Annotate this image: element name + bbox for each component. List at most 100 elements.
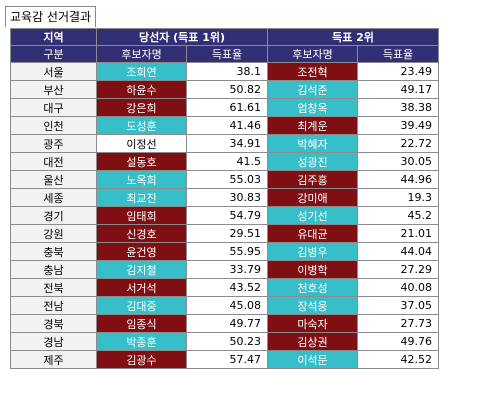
runnerup-name-cell[interactable]: 박혜자 bbox=[267, 134, 358, 153]
runnerup-name-cell[interactable]: 이병학 bbox=[267, 260, 358, 279]
runnerup-name-cell[interactable]: 성광진 bbox=[267, 152, 358, 171]
runnerup-name-cell[interactable]: 최계운 bbox=[267, 116, 358, 135]
region-cell[interactable]: 서울 bbox=[10, 62, 97, 81]
runnerup-name-cell[interactable]: 유대균 bbox=[267, 224, 358, 243]
runnerup-rate-cell[interactable]: 19.3 bbox=[357, 188, 439, 207]
table-row[interactable]: 강원 신경호 29.51 유대균 21.01 bbox=[10, 224, 439, 243]
runnerup-rate-cell[interactable]: 38.38 bbox=[357, 98, 439, 117]
runnerup-rate-cell[interactable]: 49.76 bbox=[357, 332, 439, 351]
runnerup-name-cell[interactable]: 강미애 bbox=[267, 188, 358, 207]
winner-name-cell[interactable]: 김광수 bbox=[96, 350, 187, 369]
winner-name-cell[interactable]: 임종식 bbox=[96, 314, 187, 333]
runnerup-name-cell[interactable]: 김상권 bbox=[267, 332, 358, 351]
runnerup-rate-cell[interactable]: 23.49 bbox=[357, 62, 439, 81]
region-cell[interactable]: 경남 bbox=[10, 332, 97, 351]
runnerup-rate-cell[interactable]: 40.08 bbox=[357, 278, 439, 297]
runnerup-name-cell[interactable]: 장석웅 bbox=[267, 296, 358, 315]
runnerup-name-cell[interactable]: 천호성 bbox=[267, 278, 358, 297]
winner-rate-cell[interactable]: 55.03 bbox=[186, 170, 268, 189]
table-row[interactable]: 경북 임종식 49.77 마숙자 27.73 bbox=[10, 314, 439, 333]
winner-name-cell[interactable]: 강은희 bbox=[96, 98, 187, 117]
region-cell[interactable]: 제주 bbox=[10, 350, 97, 369]
region-cell[interactable]: 대전 bbox=[10, 152, 97, 171]
winner-name-cell[interactable]: 박종훈 bbox=[96, 332, 187, 351]
region-cell[interactable]: 충북 bbox=[10, 242, 97, 261]
runnerup-rate-cell[interactable]: 45.2 bbox=[357, 206, 439, 225]
runnerup-rate-cell[interactable]: 44.04 bbox=[357, 242, 439, 261]
runnerup-rate-cell[interactable]: 39.49 bbox=[357, 116, 439, 135]
winner-rate-cell[interactable]: 29.51 bbox=[186, 224, 268, 243]
runnerup-name-cell[interactable]: 김병우 bbox=[267, 242, 358, 261]
runnerup-rate-cell[interactable]: 37.05 bbox=[357, 296, 439, 315]
runnerup-rate-cell[interactable]: 27.29 bbox=[357, 260, 439, 279]
runnerup-rate-cell[interactable]: 49.17 bbox=[357, 80, 439, 99]
table-row[interactable]: 부산 하윤수 50.82 김석준 49.17 bbox=[10, 80, 439, 99]
region-cell[interactable]: 경기 bbox=[10, 206, 97, 225]
runnerup-rate-cell[interactable]: 30.05 bbox=[357, 152, 439, 171]
winner-name-cell[interactable]: 윤건영 bbox=[96, 242, 187, 261]
runnerup-rate-cell[interactable]: 27.73 bbox=[357, 314, 439, 333]
region-cell[interactable]: 광주 bbox=[10, 134, 97, 153]
winner-rate-cell[interactable]: 41.46 bbox=[186, 116, 268, 135]
winner-name-cell[interactable]: 이정선 bbox=[96, 134, 187, 153]
runnerup-name-cell[interactable]: 김주홍 bbox=[267, 170, 358, 189]
table-row[interactable]: 전북 서거석 43.52 천호성 40.08 bbox=[10, 278, 439, 297]
winner-name-cell[interactable]: 서거석 bbox=[96, 278, 187, 297]
winner-rate-cell[interactable]: 33.79 bbox=[186, 260, 268, 279]
table-row[interactable]: 광주 이정선 34.91 박혜자 22.72 bbox=[10, 134, 439, 153]
winner-rate-cell[interactable]: 55.95 bbox=[186, 242, 268, 261]
winner-rate-cell[interactable]: 38.1 bbox=[186, 62, 268, 81]
runnerup-name-cell[interactable]: 성기선 bbox=[267, 206, 358, 225]
table-row[interactable]: 대전 설동호 41.5 성광진 30.05 bbox=[10, 152, 439, 171]
winner-rate-cell[interactable]: 50.23 bbox=[186, 332, 268, 351]
table-row[interactable]: 충남 김지철 33.79 이병학 27.29 bbox=[10, 260, 439, 279]
table-row[interactable]: 충북 윤건영 55.95 김병우 44.04 bbox=[10, 242, 439, 261]
table-row[interactable]: 세종 최교진 30.83 강미애 19.3 bbox=[10, 188, 439, 207]
winner-rate-cell[interactable]: 43.52 bbox=[186, 278, 268, 297]
region-cell[interactable]: 충남 bbox=[10, 260, 97, 279]
winner-name-cell[interactable]: 최교진 bbox=[96, 188, 187, 207]
winner-rate-cell[interactable]: 50.82 bbox=[186, 80, 268, 99]
table-row[interactable]: 경남 박종훈 50.23 김상권 49.76 bbox=[10, 332, 439, 351]
runnerup-name-cell[interactable]: 이석문 bbox=[267, 350, 358, 369]
winner-rate-cell[interactable]: 61.61 bbox=[186, 98, 268, 117]
winner-rate-cell[interactable]: 34.91 bbox=[186, 134, 268, 153]
runnerup-rate-cell[interactable]: 21.01 bbox=[357, 224, 439, 243]
region-cell[interactable]: 대구 bbox=[10, 98, 97, 117]
runnerup-rate-cell[interactable]: 22.72 bbox=[357, 134, 439, 153]
table-row[interactable]: 전남 김대중 45.08 장석웅 37.05 bbox=[10, 296, 439, 315]
winner-name-cell[interactable]: 김대중 bbox=[96, 296, 187, 315]
runnerup-name-cell[interactable]: 엄창옥 bbox=[267, 98, 358, 117]
table-row[interactable]: 제주 김광수 57.47 이석문 42.52 bbox=[10, 350, 439, 369]
winner-name-cell[interactable]: 김지철 bbox=[96, 260, 187, 279]
region-cell[interactable]: 전남 bbox=[10, 296, 97, 315]
table-row[interactable]: 울산 노옥희 55.03 김주홍 44.96 bbox=[10, 170, 439, 189]
runnerup-name-cell[interactable]: 김석준 bbox=[267, 80, 358, 99]
runnerup-rate-cell[interactable]: 44.96 bbox=[357, 170, 439, 189]
region-cell[interactable]: 전북 bbox=[10, 278, 97, 297]
region-cell[interactable]: 울산 bbox=[10, 170, 97, 189]
winner-rate-cell[interactable]: 30.83 bbox=[186, 188, 268, 207]
runnerup-name-cell[interactable]: 마숙자 bbox=[267, 314, 358, 333]
winner-name-cell[interactable]: 신경호 bbox=[96, 224, 187, 243]
winner-name-cell[interactable]: 임태희 bbox=[96, 206, 187, 225]
winner-rate-cell[interactable]: 57.47 bbox=[186, 350, 268, 369]
winner-name-cell[interactable]: 도성훈 bbox=[96, 116, 187, 135]
region-cell[interactable]: 인천 bbox=[10, 116, 97, 135]
region-cell[interactable]: 부산 bbox=[10, 80, 97, 99]
winner-name-cell[interactable]: 하윤수 bbox=[96, 80, 187, 99]
winner-name-cell[interactable]: 노옥희 bbox=[96, 170, 187, 189]
table-row[interactable]: 경기 임태희 54.79 성기선 45.2 bbox=[10, 206, 439, 225]
region-cell[interactable]: 강원 bbox=[10, 224, 97, 243]
winner-rate-cell[interactable]: 49.77 bbox=[186, 314, 268, 333]
runnerup-rate-cell[interactable]: 42.52 bbox=[357, 350, 439, 369]
table-row[interactable]: 대구 강은희 61.61 엄창옥 38.38 bbox=[10, 98, 439, 117]
winner-rate-cell[interactable]: 45.08 bbox=[186, 296, 268, 315]
winner-rate-cell[interactable]: 54.79 bbox=[186, 206, 268, 225]
table-row[interactable]: 서울 조희연 38.1 조전혁 23.49 bbox=[10, 62, 439, 81]
region-cell[interactable]: 경북 bbox=[10, 314, 97, 333]
runnerup-name-cell[interactable]: 조전혁 bbox=[267, 62, 358, 81]
winner-rate-cell[interactable]: 41.5 bbox=[186, 152, 268, 171]
winner-name-cell[interactable]: 조희연 bbox=[96, 62, 187, 81]
table-row[interactable]: 인천 도성훈 41.46 최계운 39.49 bbox=[10, 116, 439, 135]
